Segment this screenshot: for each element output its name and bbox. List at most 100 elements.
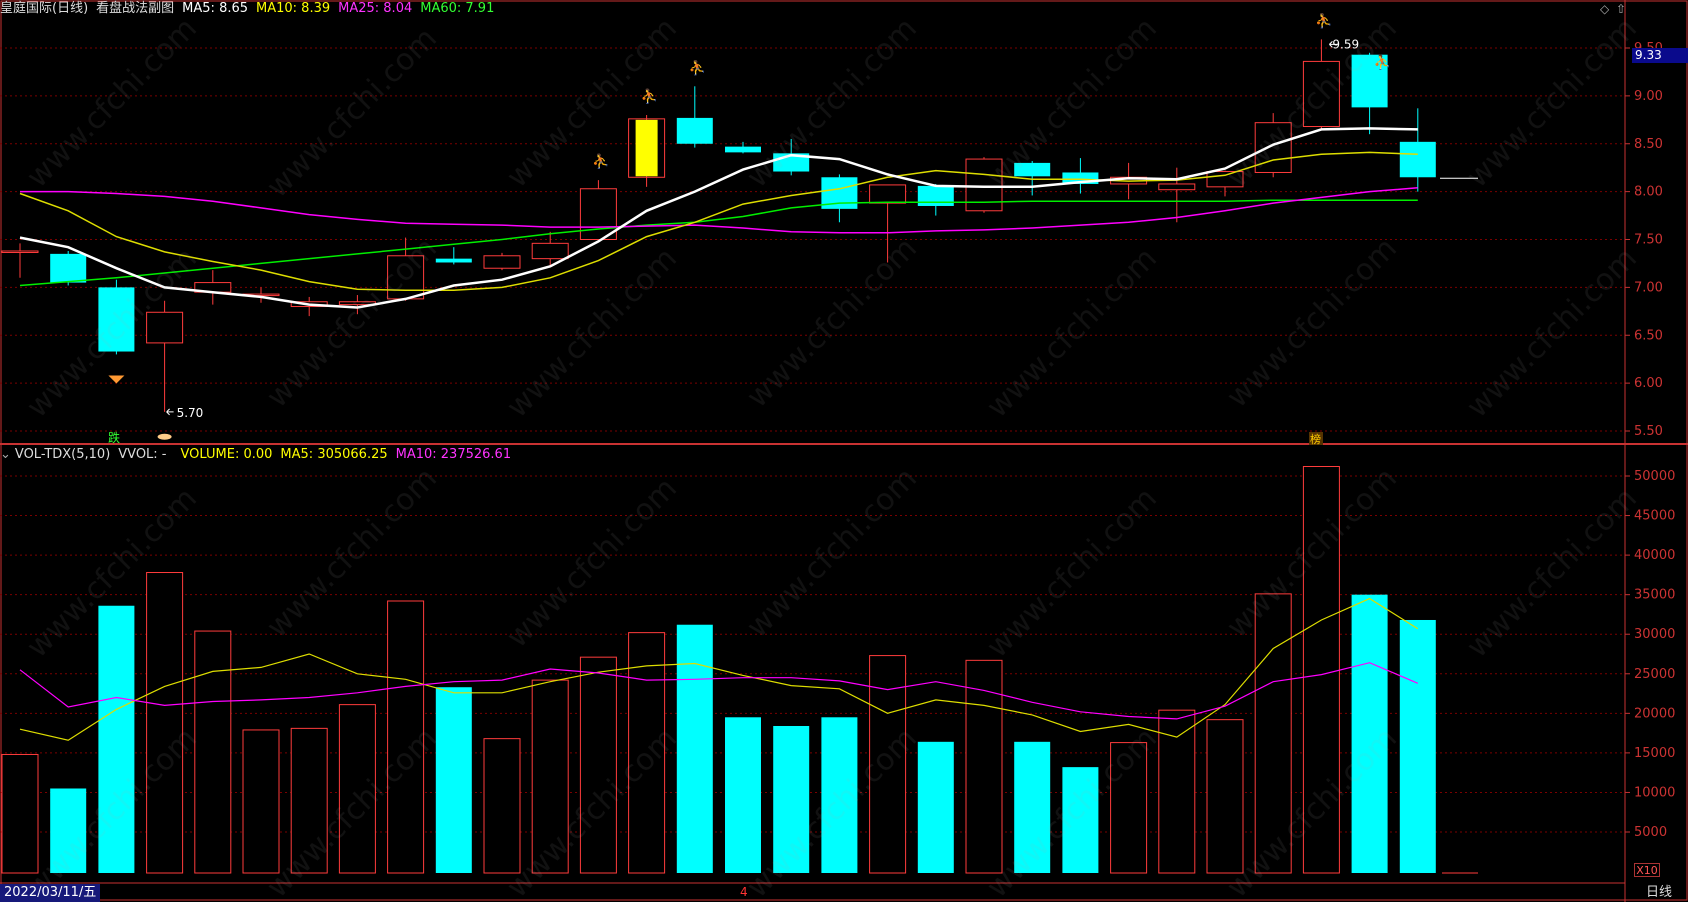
candle-body [387,255,425,300]
candle-body [146,311,184,344]
volume-bar [1158,709,1196,874]
price-tick-label: 8.00 [1634,185,1663,200]
volume-header: ⌄ VOL-TDX(5,10) VVOL: - VOLUME: 0.00 MA5: 30… [0,446,519,464]
vol-ma5-legend: MA5: 305066.25 [280,447,388,462]
volume-bar [98,605,135,873]
volume-bar [242,729,280,874]
volume-bar [628,632,666,874]
vol-ma5-line [19,597,1419,741]
price-tick-label: 8.50 [1634,137,1663,152]
candle-body [531,242,569,260]
volume-bar [435,687,472,873]
indicator-title: 看盘战法副图 [96,1,175,16]
volume-bar [531,679,569,874]
die-marker: 跌 [108,430,120,445]
ma10-legend: MA10: 8.39 [256,1,331,16]
candle-body [98,287,135,352]
ma10-line [19,151,1418,291]
price-tick-label: 7.00 [1634,280,1663,295]
price-tick-label: 5.50 [1634,424,1663,439]
price-tick-label: 7.50 [1634,233,1663,248]
month-marker: 4 [740,885,748,899]
low-price-label: 5.70 [177,406,204,420]
volume-bar [290,727,328,874]
volume-bar [579,656,617,874]
scale-badge[interactable]: X10 [1634,863,1660,877]
volume-legend: VOLUME: 0.00 [180,447,273,462]
price-tick-label: 9.00 [1634,89,1663,104]
volume-bar [1014,741,1051,873]
high-price-label: 9.59 [1332,37,1359,51]
volume-tick-label: 40000 [1634,548,1675,563]
volume-tick-label: 50000 [1634,469,1675,484]
candle-body [579,188,617,241]
runner-marker-icon: ⛹ [592,152,609,170]
bang-marker: 榜 [1310,432,1321,446]
volume-bar [387,600,425,874]
volume-bar [773,725,810,873]
volume-bar [1110,742,1148,874]
candle-body [483,255,521,269]
low-arrow [166,408,174,416]
ma5-legend: MA5: 8.65 [182,1,249,16]
candle-body [917,185,954,206]
price-header: 皇庭国际(日线) 看盘战法副图 MA5: 8.65 MA10: 8.39 MA25: 8… [0,0,502,18]
candle-body [50,253,87,283]
ma5-line [19,127,1418,309]
ma25-line [20,187,1418,234]
volume-tick-label: 45000 [1634,509,1675,524]
candle-body [1158,183,1196,191]
runner-marker-icon: ⛹ [689,58,706,76]
current-price-tag: 9.33 [1632,48,1688,63]
ma60-line [19,199,1418,287]
volume-bar [869,655,907,874]
runner-marker-icon: ⛹ [1374,53,1391,71]
price-tick-label: 6.00 [1634,376,1663,391]
candle-body [1399,141,1436,178]
diamond-marker-icon [108,375,125,384]
volume-tick-label: 25000 [1634,667,1675,682]
oval-marker-icon [157,433,172,440]
diamond-icon[interactable]: ◇ [1600,2,1610,16]
vvol-legend: VVOL: - [118,447,167,462]
candle-highlight-fill [635,119,658,177]
candle-body [1062,172,1099,184]
candle-body [676,117,713,144]
volume-bar [1206,719,1244,874]
volume-indicator-title: VOL-TDX(5,10) [14,447,111,462]
candle-body [1014,162,1051,177]
volume-bar [483,738,521,874]
volume-bar [50,788,87,873]
volume-bar [338,704,376,874]
vol-ma10-line [19,662,1419,720]
volume-bar [146,572,184,874]
volume-bar [194,630,232,874]
up-arrow-icon[interactable]: ⇧ [1616,2,1627,16]
runner-marker-icon: ⛹ [1315,11,1332,29]
ma60-legend: MA60: 7.91 [420,1,495,16]
candle-body [725,146,761,153]
volume-tick-label: 15000 [1634,746,1675,761]
candle-body [1206,171,1244,188]
volume-bar [1,753,39,874]
volume-tick-label: 35000 [1634,588,1675,603]
volume-tick-label: 5000 [1634,825,1667,840]
volume-tick-label: 10000 [1634,785,1675,800]
candle-body [435,258,472,263]
candle-body [869,184,907,204]
collapse-icon[interactable]: ⌄ [0,447,11,462]
ma25-legend: MA25: 8.04 [338,1,413,16]
volume-tick-label: 30000 [1634,627,1675,642]
volume-bar [1062,767,1099,873]
volume-bar [1399,619,1436,873]
volume-bar [821,717,858,873]
candle-body [1302,60,1340,128]
vol-ma10-legend: MA10: 237526.61 [395,447,512,462]
volume-bar [1302,466,1340,874]
high-arrow [1329,41,1338,48]
volume-bar [1351,594,1388,873]
period-label[interactable]: 日线 [1646,885,1673,900]
